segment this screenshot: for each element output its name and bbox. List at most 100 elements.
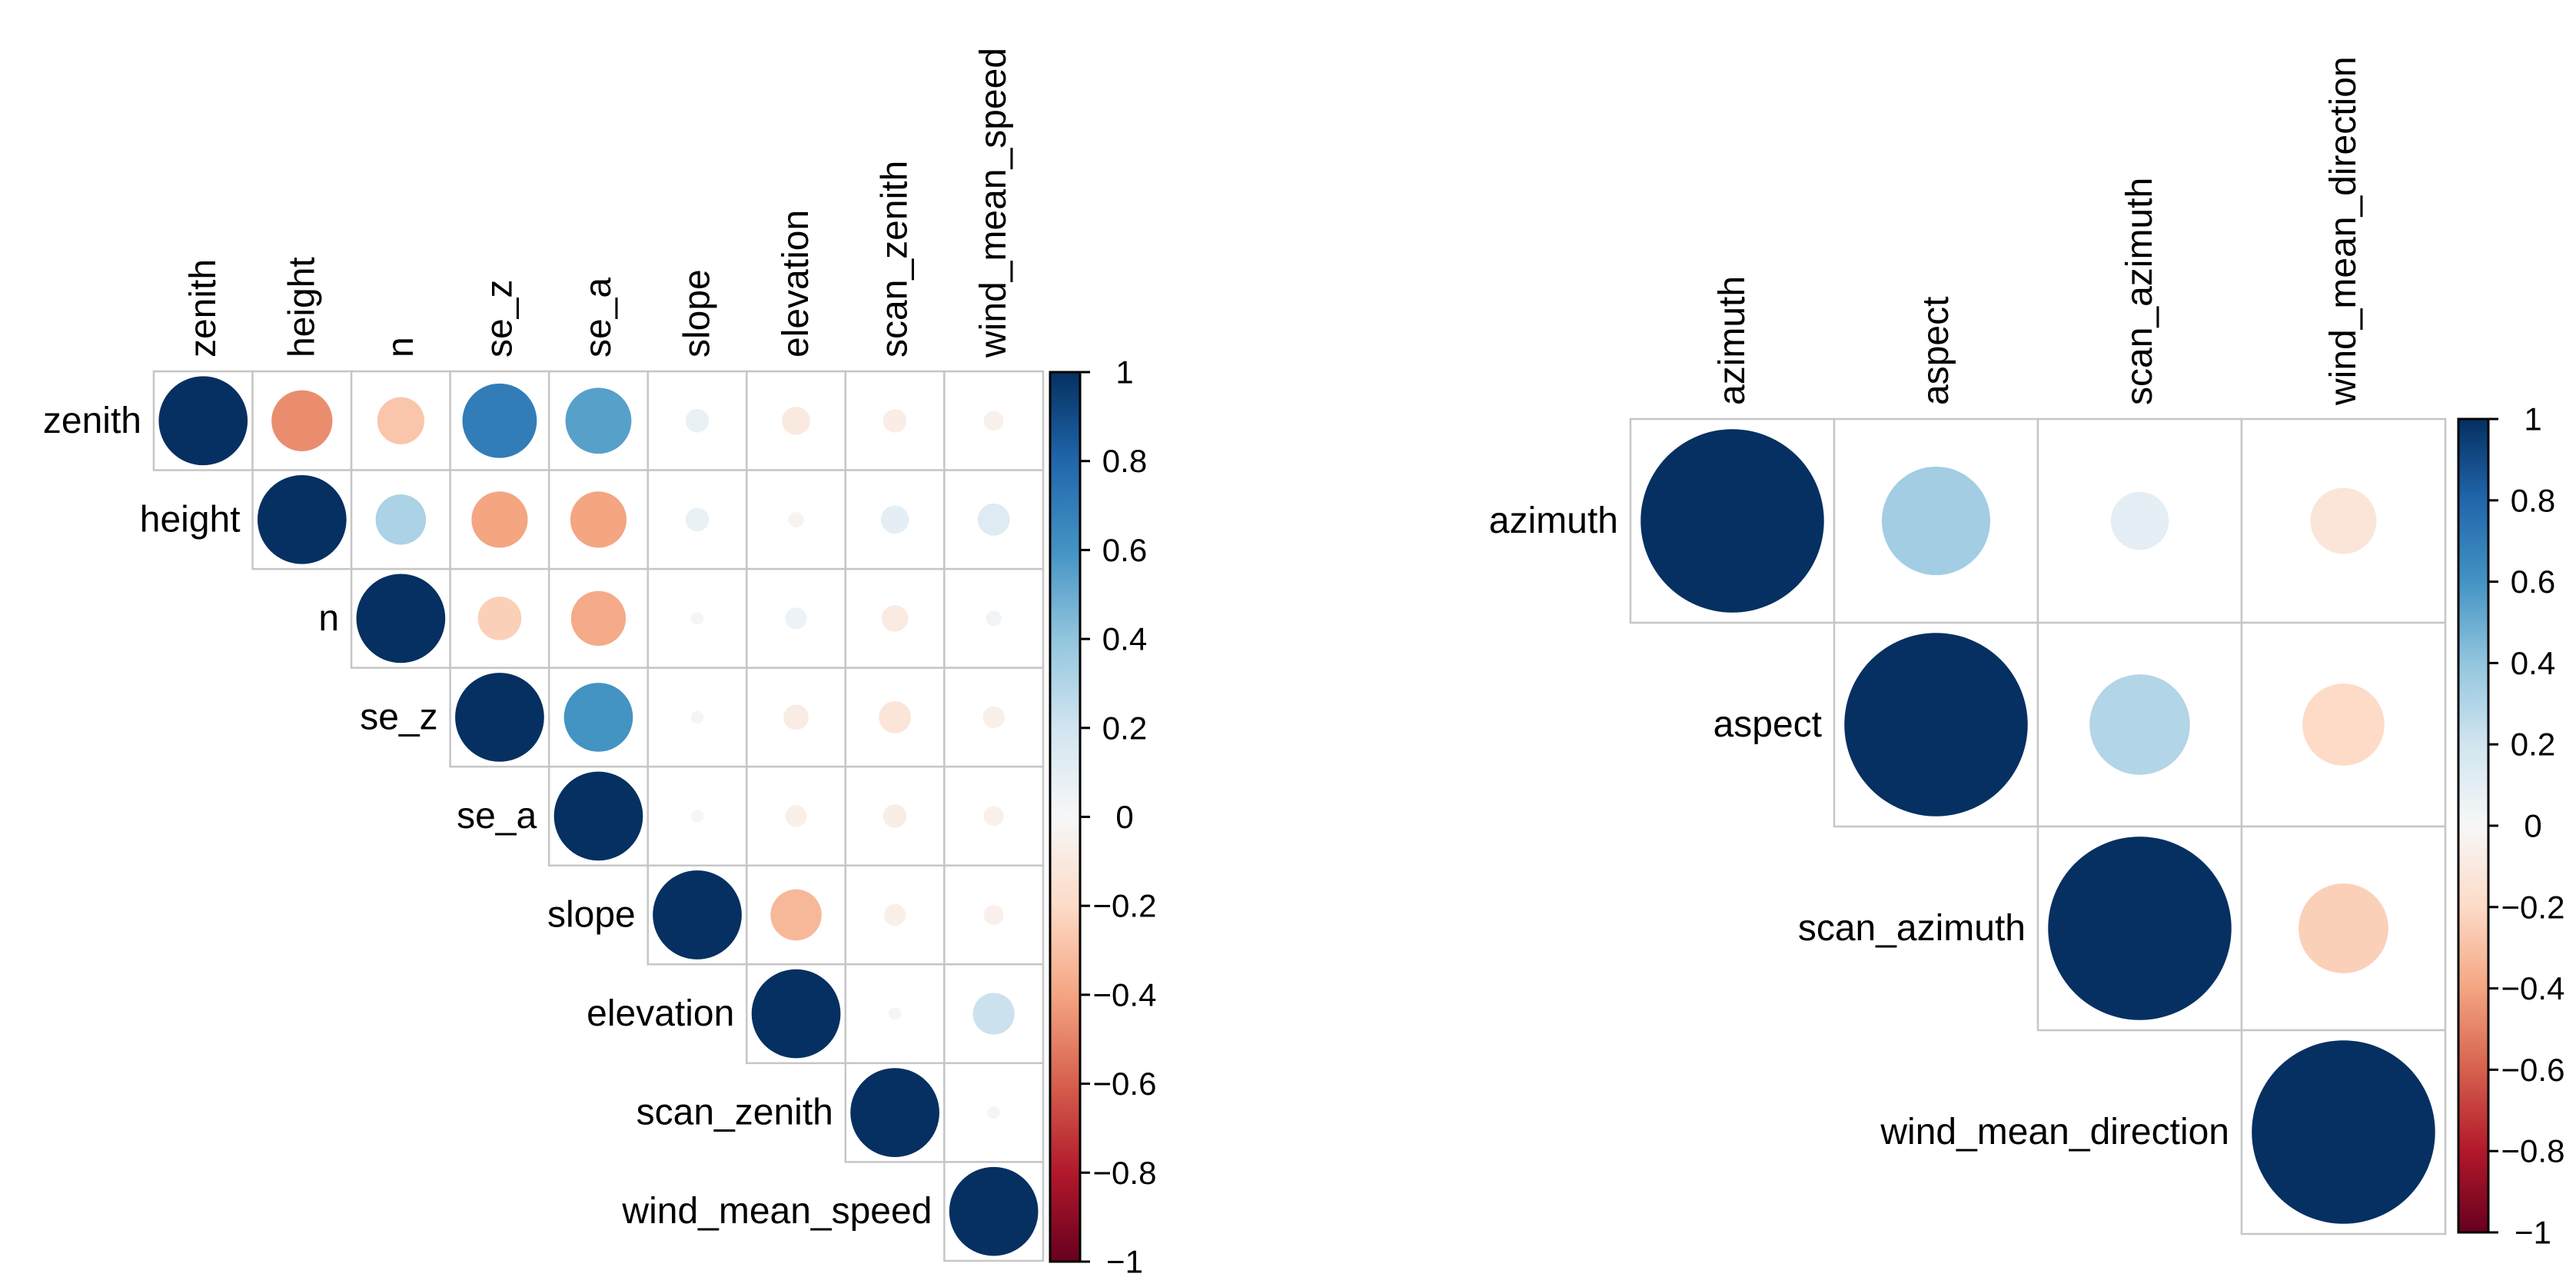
corr-circle (983, 905, 1004, 925)
corr-circle (271, 390, 333, 451)
corr-plot: zenithheightnse_zse_aslopeelevationscan_… (43, 48, 1157, 1279)
corr-circle (2110, 491, 2169, 550)
corr-circle (462, 383, 537, 458)
corr-circle (356, 574, 446, 663)
corr-circle (2089, 674, 2190, 775)
corr-circle (158, 376, 248, 466)
corr-circle (570, 590, 627, 647)
colorbar-tick-label: −0.4 (2501, 970, 2565, 1006)
corr-circle (785, 805, 807, 827)
corr-circle (570, 491, 627, 548)
corr-circle (377, 397, 424, 444)
colorbar-tick-label: −0.8 (2501, 1133, 2565, 1169)
corr-circle (977, 503, 1010, 536)
row-label: zenith (43, 401, 141, 441)
corr-circle (972, 993, 1015, 1035)
corr-circle (782, 406, 810, 435)
column-label: zenith (183, 259, 224, 358)
colorbar-tick-label: 0.8 (1102, 443, 1147, 479)
corr-circle (1640, 429, 1824, 613)
colorbar-tick-label: 0.6 (2511, 564, 2555, 600)
colorbar-tick-label: −0.6 (1093, 1066, 1157, 1102)
corr-circle (882, 408, 907, 433)
corr-circle (949, 1166, 1039, 1256)
corr-circle (770, 889, 822, 941)
corr-circle (783, 704, 809, 730)
corr-circle (1844, 633, 2028, 816)
row-label: elevation (587, 993, 734, 1034)
corr-circle (883, 903, 906, 926)
colorbar-tick-label: 0 (1115, 799, 1133, 835)
corr-circle (653, 870, 742, 959)
corr-circle (471, 491, 528, 548)
colorbar-tick-label: −0.2 (2501, 889, 2565, 925)
corr-cell (1833, 417, 2039, 624)
corr-circle (2298, 883, 2388, 973)
corr-circle (257, 474, 347, 564)
colorbar-tick-label: 0 (2524, 808, 2541, 844)
column-label: elevation (776, 210, 816, 358)
colorbar-tick-label: 1 (2524, 401, 2541, 437)
colorbar-tick-label: −0.6 (2501, 1052, 2565, 1088)
column-label: height (281, 257, 322, 358)
colorbar (1049, 371, 1082, 1263)
corr-circle (553, 771, 643, 861)
corr-circle (690, 612, 704, 625)
corr-cell (943, 864, 1045, 966)
colorbar-tick-label: −1 (2515, 1215, 2551, 1251)
colorbar-tick-label: −0.2 (1093, 888, 1157, 924)
corr-circle (982, 706, 1005, 729)
colorbar-tick-label: 0.8 (2511, 482, 2555, 518)
corr-circle (2252, 1040, 2435, 1224)
row-label: slope (547, 895, 636, 936)
row-label: wind_mean_speed (621, 1191, 932, 1232)
column-label: wind_mean_speed (973, 48, 1014, 358)
colorbar-tick-label: −0.4 (1093, 976, 1157, 1013)
corr-circle (477, 597, 522, 640)
corr-circle (2310, 487, 2377, 554)
corr-circle (455, 673, 544, 762)
corr-circle (880, 505, 909, 534)
colorbar-tick-label: 0.2 (2511, 727, 2555, 763)
column-label: n (381, 337, 421, 358)
corr-cell (646, 469, 748, 570)
row-label: scan_zenith (637, 1092, 833, 1133)
colorbar-tick-label: 0.6 (1102, 532, 1147, 568)
corr-circle (785, 607, 807, 630)
colorbar-tick-label: 1 (1115, 354, 1133, 391)
colorbar-tick-label: −0.8 (1093, 1155, 1157, 1191)
corr-circle (690, 710, 704, 724)
column-label: azimuth (1712, 276, 1753, 405)
corr-circle (881, 605, 909, 632)
row-label: wind_mean_direction (1880, 1112, 2229, 1152)
corr-circle (2048, 836, 2232, 1020)
corr-circle (850, 1068, 939, 1157)
column-label: aspect (1916, 297, 1956, 405)
corr-plot: azimuth aspect scan_azimuth wind_mean_direc… (1489, 56, 2565, 1250)
colorbar-tick-label: 0.2 (1102, 710, 1147, 746)
corr-circle (565, 387, 632, 454)
corr-cell (844, 370, 946, 471)
column-label: slope (677, 269, 718, 358)
row-label: scan_azimuth (1798, 908, 2026, 949)
corr-circle (690, 810, 704, 823)
corr-circle (375, 494, 427, 545)
row-label: se_z (360, 697, 437, 737)
corr-circle (563, 683, 633, 752)
corr-circle (888, 1007, 902, 1020)
corr-cell (746, 567, 847, 669)
column-label: se_a (578, 278, 619, 358)
column-label: scan_zenith (875, 161, 916, 358)
colorbar-tick-label: 0.4 (2511, 645, 2555, 681)
colorbar (2457, 417, 2490, 1234)
row-label: azimuth (1489, 500, 1618, 541)
corr-circle (751, 969, 841, 1059)
corr-circle (987, 1106, 1000, 1119)
colorbar-tick-label: 0.4 (1102, 621, 1147, 657)
corr-circle (2302, 683, 2385, 766)
row-label: aspect (1713, 704, 1822, 745)
colorbar-tick-label: −1 (1106, 1244, 1143, 1280)
corr-circle (1881, 466, 1991, 576)
corr-circle (882, 804, 907, 828)
